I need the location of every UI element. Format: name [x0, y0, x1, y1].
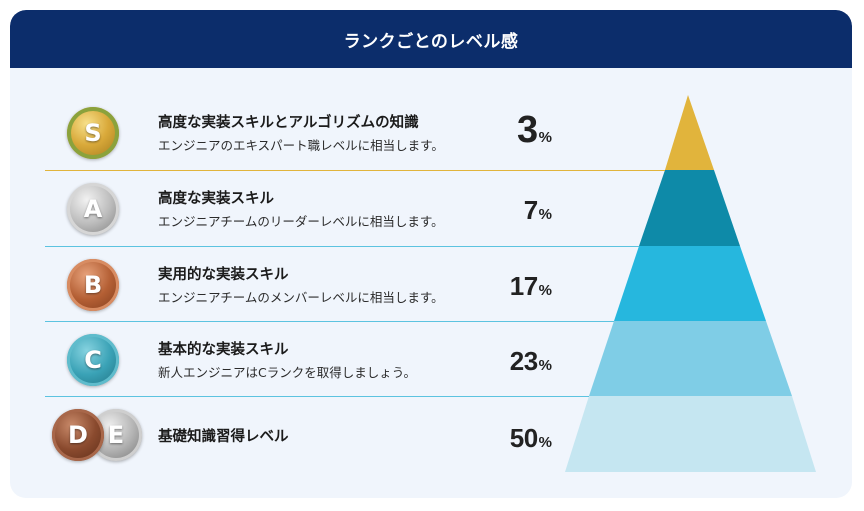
rank-description: エンジニアチームのリーダーレベルに相当します。 [158, 214, 444, 229]
rank-title: 高度な実装スキルとアルゴリズムの知識 [158, 115, 419, 131]
rank-level-card: ランクごとのレベル感 S 高度な実装スキルとアルゴリズムの知識 エンジニアのエキ… [10, 10, 852, 498]
rank-description: 新人エンジニアはCランクを取得しましょう。 [158, 365, 416, 380]
divider-b [45, 321, 614, 322]
rank-row-de: D E 基礎知識習得レベル 50 % [10, 397, 852, 473]
divider-c [45, 396, 589, 397]
rank-row-a: A 高度な実装スキル エンジニアチームのリーダーレベルに相当します。 7 % [10, 171, 852, 247]
rank-row-c: C 基本的な実装スキル 新人エンジニアはCランクを取得しましょう。 23 % [10, 322, 852, 398]
percent-value: 7 [523, 195, 538, 225]
rank-title: 基本的な実装スキル [158, 342, 289, 358]
e-rank-medal-icon: E [90, 409, 142, 461]
percent-value: 3 [517, 109, 538, 151]
badge-letter: S [84, 119, 102, 147]
rank-title: 実用的な実装スキル [158, 267, 289, 283]
rank-percent: 50 % [510, 423, 552, 454]
pyramid-tier-b [614, 246, 766, 321]
bronze-b-rank-medal-icon: B [67, 259, 119, 311]
rank-percent: 7 % [524, 195, 552, 226]
percent-sign: % [538, 357, 552, 374]
rank-description: エンジニアのエキスパート職レベルに相当します。 [158, 138, 444, 153]
pyramid-tier-a [639, 170, 740, 246]
header-title: ランクごとのレベル感 [343, 31, 519, 52]
divider-s [45, 170, 665, 171]
badge-letter: A [83, 195, 103, 223]
rank-description: エンジニアチームのメンバーレベルに相当します。 [158, 290, 444, 305]
badge-letter: D [68, 421, 88, 449]
percent-sign: % [538, 282, 552, 299]
percent-value: 17 [509, 271, 538, 301]
rank-title: 高度な実装スキル [158, 191, 274, 207]
rank-percent: 23 % [510, 346, 552, 377]
rank-row-b: B 実用的な実装スキル エンジニアチームのメンバーレベルに相当します。 17 % [10, 247, 852, 323]
rank-pyramid [565, 95, 816, 472]
rank-row-s: S 高度な実装スキルとアルゴリズムの知識 エンジニアのエキスパート職レベルに相当… [10, 95, 852, 171]
percent-value: 23 [509, 346, 538, 376]
rank-percent: 17 % [510, 271, 552, 302]
pyramid-tier-s [665, 95, 714, 170]
percent-sign: % [538, 206, 552, 223]
header: ランクごとのレベル感 [10, 10, 852, 68]
rank-percent: 3 % [517, 109, 552, 152]
silver-a-rank-medal-icon: A [67, 183, 119, 235]
pyramid-tier-de [565, 396, 816, 472]
badge-letter: C [84, 346, 102, 374]
percent-sign: % [538, 434, 552, 451]
teal-c-rank-medal-icon: C [67, 334, 119, 386]
badge-letter: B [83, 271, 103, 299]
pyramid-tier-c [589, 321, 792, 396]
percent-value: 50 [509, 423, 538, 453]
divider-a [45, 246, 639, 247]
d-rank-medal-icon: D [52, 409, 104, 461]
badge-letter: E [107, 421, 125, 449]
percent-sign: % [538, 129, 552, 146]
rank-title: 基礎知識習得レベル [158, 429, 289, 445]
gold-laurel-s-rank-medal-icon: S [67, 107, 119, 159]
